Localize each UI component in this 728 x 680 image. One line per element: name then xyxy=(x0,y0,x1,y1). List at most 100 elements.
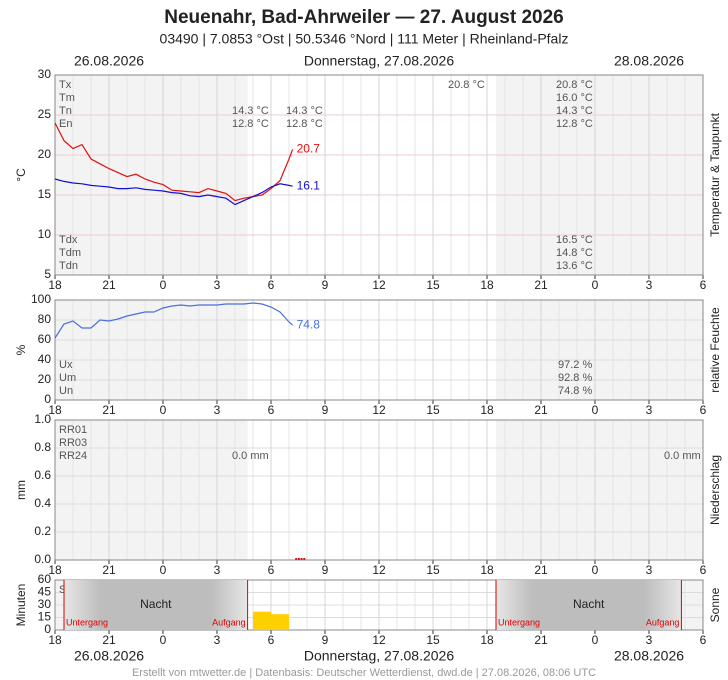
side-label: Niederschlag xyxy=(708,455,722,525)
side-label: relative Feuchte xyxy=(708,307,722,393)
y-tick-label: 0.8 xyxy=(34,440,51,454)
stat-value: 16.0 °C xyxy=(556,92,593,104)
stat-label: RR24 xyxy=(59,450,87,462)
y-axis-label: mm xyxy=(14,480,28,500)
x-tick-label: 18 xyxy=(48,403,62,417)
plot-frame xyxy=(54,419,704,561)
x-tick-label: 21 xyxy=(102,633,116,647)
stat-label: RR01 xyxy=(59,424,87,436)
x-tick-label: 0 xyxy=(592,633,599,647)
y-tick-label: 15 xyxy=(38,610,52,624)
y-tick-label: 45 xyxy=(38,585,52,599)
x-tick-label: 6 xyxy=(700,278,707,292)
x-tick-label: 21 xyxy=(534,403,548,417)
sun-bar xyxy=(253,611,271,630)
x-tick-label: 12 xyxy=(372,403,386,417)
x-tick-label: 12 xyxy=(372,278,386,292)
series-line xyxy=(54,302,293,339)
stat-label: Ux xyxy=(59,359,73,371)
y-tick-label: 15 xyxy=(38,187,52,201)
y-tick-label: 0.4 xyxy=(34,496,51,510)
sunrise-label: Aufgang xyxy=(646,617,680,627)
stat-label: Tdn xyxy=(59,260,78,272)
y-tick-label: 25 xyxy=(38,107,52,121)
y-tick-label: 10 xyxy=(38,227,52,241)
stat-value: 14.8 °C xyxy=(556,247,593,259)
date-center: Donnerstag, 27.08.2026 xyxy=(304,53,454,69)
stat-label: Um xyxy=(59,372,76,384)
sunset-label: Untergang xyxy=(498,617,540,627)
series-line xyxy=(54,178,293,206)
end-label: 20.7 xyxy=(297,142,321,156)
x-tick-label: 3 xyxy=(646,633,653,647)
stat-value: 20.8 °C xyxy=(448,79,485,91)
y-tick-label: 60 xyxy=(38,572,52,586)
date-right: 28.08.2026 xyxy=(614,53,684,69)
stat-label: Tdx xyxy=(59,234,78,246)
date-center-bottom: Donnerstag, 27.08.2026 xyxy=(304,648,454,664)
x-tick-label: 0 xyxy=(160,403,167,417)
x-tick-label: 18 xyxy=(480,563,494,577)
x-tick-label: 6 xyxy=(268,563,275,577)
sun-bar xyxy=(271,614,289,630)
y-tick-label: 5 xyxy=(44,267,51,281)
y-tick-label: 20 xyxy=(38,372,52,386)
stat-value: 14.3 °C xyxy=(232,105,269,117)
sunset-label: Untergang xyxy=(66,617,108,627)
x-tick-label: 0 xyxy=(592,278,599,292)
x-tick-label: 0 xyxy=(160,278,167,292)
x-tick-label: 12 xyxy=(372,633,386,647)
stat-label: Un xyxy=(59,385,73,397)
stat-label: Tx xyxy=(59,79,72,91)
x-tick-label: 21 xyxy=(534,633,548,647)
x-tick-label: 15 xyxy=(426,403,440,417)
y-tick-label: 100 xyxy=(31,292,51,306)
x-tick-label: 3 xyxy=(646,563,653,577)
x-tick-label: 6 xyxy=(268,278,275,292)
stat-value: 0.0 mm xyxy=(232,450,269,462)
date-left-bottom: 26.08.2026 xyxy=(74,648,144,664)
stat-value: 12.8 °C xyxy=(232,118,269,130)
x-tick-label: 6 xyxy=(700,403,707,417)
end-label: 74.8 xyxy=(297,317,321,331)
night-bg xyxy=(55,300,248,400)
x-tick-label: 18 xyxy=(480,278,494,292)
date-right-bottom: 28.08.2026 xyxy=(614,648,684,664)
x-tick-label: 6 xyxy=(700,563,707,577)
y-tick-label: 0 xyxy=(44,622,51,636)
x-tick-label: 21 xyxy=(102,278,116,292)
x-tick-label: 9 xyxy=(322,403,329,417)
rain-dot xyxy=(297,558,300,560)
series-line xyxy=(54,122,294,202)
y-tick-label: 60 xyxy=(38,332,52,346)
y-tick-label: 0 xyxy=(44,392,51,406)
x-tick-label: 3 xyxy=(646,278,653,292)
x-tick-label: 0 xyxy=(160,563,167,577)
stat-label: Tdm xyxy=(59,247,81,259)
stat-value: 14.3 °C xyxy=(556,105,593,117)
x-tick-label: 6 xyxy=(268,633,275,647)
subtitle: 03490 | 7.0853 °Ost | 50.5346 °Nord | 11… xyxy=(160,31,569,47)
rain-dot xyxy=(300,558,303,560)
night-bg xyxy=(55,75,248,275)
x-tick-label: 21 xyxy=(534,278,548,292)
y-tick-label: 30 xyxy=(38,67,52,81)
stat-value: 0.0 mm xyxy=(664,450,701,462)
night-bg xyxy=(496,75,703,275)
stat-value: 97.2 % xyxy=(558,359,592,371)
night-bg xyxy=(55,420,248,560)
stat-value: 12.8 °C xyxy=(286,118,323,130)
date-left: 26.08.2026 xyxy=(74,53,144,69)
plot-frame xyxy=(54,74,704,276)
side-label: Sonne xyxy=(708,587,722,622)
x-tick-label: 21 xyxy=(534,563,548,577)
x-tick-label: 6 xyxy=(700,633,707,647)
night-label: Nacht xyxy=(140,597,172,611)
x-tick-label: 0 xyxy=(592,563,599,577)
x-tick-label: 9 xyxy=(322,278,329,292)
x-tick-label: 15 xyxy=(426,563,440,577)
y-tick-label: 30 xyxy=(38,597,52,611)
end-label: 16.1 xyxy=(297,178,321,192)
plot-frame xyxy=(54,299,704,401)
